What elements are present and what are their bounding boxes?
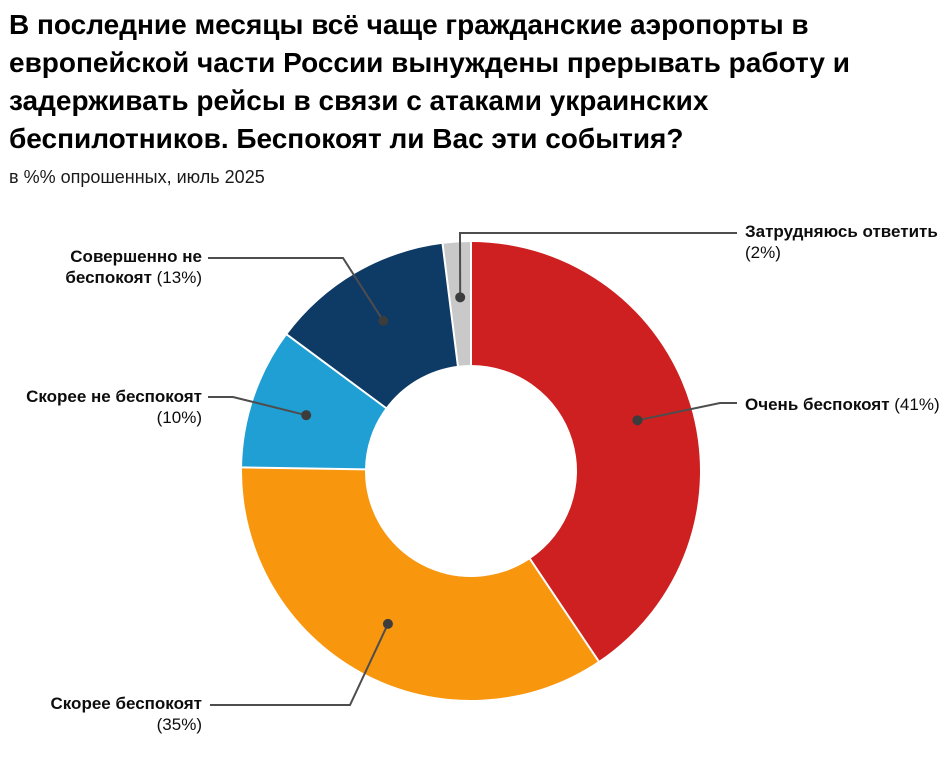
chart-question-title: В последние месяцы всё чаще гражданские … <box>9 6 939 158</box>
callout-ochen-bespokoyat: Очень беспокоят (41%) <box>745 394 943 415</box>
leader-dot-sovershenno-ne-bespokoyat <box>378 315 389 326</box>
callout-label: Очень беспокоят <box>745 395 890 414</box>
callout-percent: (35%) <box>156 715 202 734</box>
slice-skoree-bespokoyat <box>242 467 599 701</box>
leader-line-sovershenno-ne-bespokoyat <box>208 257 385 322</box>
leader-line-skoree-bespokoyat <box>210 623 389 706</box>
leader-line-zatrudnyayus-otvetit <box>458 232 737 298</box>
slice-separator <box>441 242 459 367</box>
title-line-4: беспилотников. Беспокоят ли Вас эти собы… <box>9 123 684 154</box>
callout-label: Затрудняюсь ответить <box>745 222 938 241</box>
callout-label: Совершенно не беспокоят <box>65 247 202 287</box>
leader-dot-skoree-ne-bespokoyat <box>301 410 312 421</box>
leader-line-ochen-bespokoyat <box>637 402 737 422</box>
callout-skoree-bespokoyat: Скорее беспокоят (35%) <box>10 693 203 735</box>
callout-percent: (13%) <box>156 268 202 287</box>
callout-zatrudnyayus-otvetit: Затрудняюсь ответить (2%) <box>745 221 943 263</box>
callout-label: Скорее не беспокоят <box>26 387 202 406</box>
title-line-1: В последние месяцы всё чаще гражданские … <box>9 9 809 40</box>
callout-percent: (2%) <box>745 243 781 262</box>
title-line-3: задерживать рейсы в связи с атаками укра… <box>9 85 709 116</box>
title-line-2: европейской части России вынуждены преры… <box>9 47 850 78</box>
callout-percent: (10%) <box>156 408 202 427</box>
slice-sovershenno-ne-bespokoyat <box>286 243 458 408</box>
leader-line-skoree-ne-bespokoyat <box>208 396 307 417</box>
slice-ochen-bespokoyat <box>471 242 701 662</box>
chart-subtitle: в %% опрошенных, июль 2025 <box>9 167 265 187</box>
slice-zatrudnyayus-otvetit <box>442 242 471 366</box>
callout-label: Скорее беспокоят <box>50 694 203 713</box>
callout-percent: (41%) <box>894 395 940 414</box>
leader-dot-skoree-bespokoyat <box>382 618 393 629</box>
callout-sovershenno-ne-bespokoyat: Совершенно не беспокоят (13%) <box>10 246 202 288</box>
callout-skoree-ne-bespokoyat: Скорее не беспокоят (10%) <box>10 386 202 428</box>
slice-skoree-ne-bespokoyat <box>242 334 386 470</box>
slice-separator <box>285 333 388 410</box>
leader-dot-ochen-bespokoyat <box>632 415 643 426</box>
leader-dot-zatrudnyayus-otvetit <box>455 292 466 303</box>
slice-separator <box>528 557 600 663</box>
slice-separator <box>241 466 367 471</box>
